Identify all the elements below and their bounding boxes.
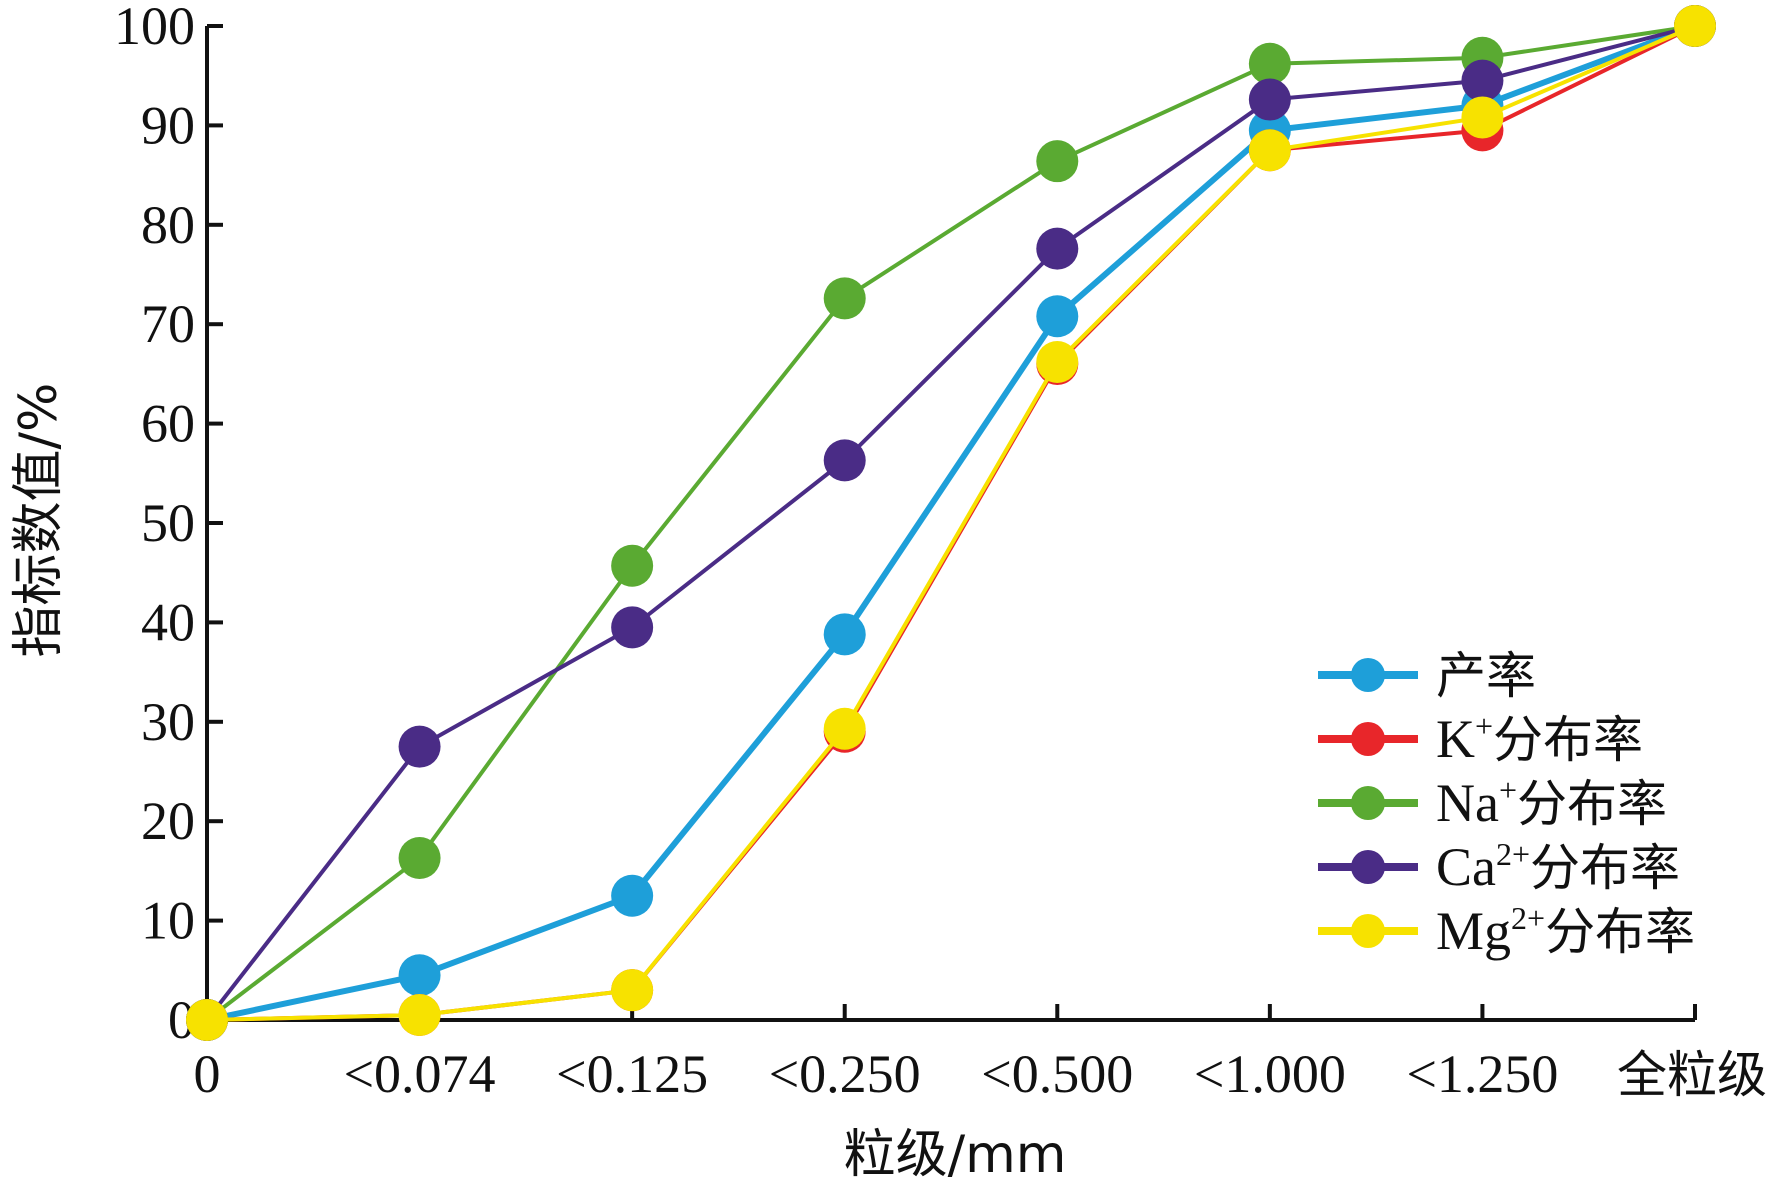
- y-tick-label: 80: [141, 195, 195, 255]
- data-point: [611, 969, 654, 1012]
- data-point: [1461, 59, 1504, 102]
- legend-label: 产率: [1436, 647, 1536, 705]
- data-point: [823, 277, 866, 320]
- legend-label-part: 2+: [1496, 836, 1530, 872]
- legend-label-part: K: [1436, 709, 1475, 769]
- series-layer: [186, 5, 1716, 1041]
- legend-swatch-marker: [1351, 658, 1385, 692]
- legend-label: K+分布率: [1436, 708, 1643, 769]
- data-point: [1248, 78, 1291, 121]
- legend-swatch-marker: [1351, 850, 1385, 884]
- series-line: [206, 23, 1697, 1023]
- data-point: [186, 999, 228, 1041]
- data-point: [823, 613, 866, 656]
- data-point: [398, 954, 441, 997]
- data-point: [823, 707, 866, 750]
- x-tick-label: <0.250: [769, 1044, 921, 1104]
- x-tick-label: 0: [194, 1044, 221, 1104]
- x-tick-label: 全粒级: [1617, 1046, 1767, 1104]
- x-axis-title: 粒级/mm: [844, 1125, 1067, 1181]
- legend-label: Ca2+分布率: [1436, 836, 1680, 897]
- legend-label-part: 分布率: [1493, 711, 1643, 769]
- legend-label-part: 分布率: [1530, 839, 1680, 897]
- data-point: [611, 874, 654, 917]
- x-tick-label: <0.125: [556, 1044, 708, 1104]
- y-tick-label: 30: [141, 692, 195, 752]
- legend-label-part: Mg: [1436, 901, 1511, 961]
- x-ticks: 0 <0.074 <0.125 <0.250 <0.500 <1.000 <1.250 全粒级: [194, 1004, 1767, 1104]
- x-tick-label: <1.250: [1406, 1044, 1558, 1104]
- data-point: [1036, 227, 1079, 270]
- legend-item: 产率: [1318, 647, 1536, 705]
- data-point: [1248, 129, 1291, 172]
- series-line: [205, 24, 1696, 1022]
- legend-label-part: +: [1475, 708, 1493, 744]
- data-point: [398, 994, 441, 1037]
- legend-item: Mg2+分布率: [1318, 900, 1695, 961]
- legend-swatch-marker: [1351, 786, 1385, 820]
- data-point: [823, 439, 866, 482]
- y-tick-label: 10: [141, 891, 195, 951]
- data-point: [1674, 5, 1716, 47]
- legend-label-part: 2+: [1511, 900, 1545, 936]
- x-tick-label: <0.500: [981, 1044, 1133, 1104]
- x-tick-label: <1.000: [1194, 1044, 1346, 1104]
- legend-label-part: 分布率: [1545, 903, 1695, 961]
- data-point: [1036, 340, 1079, 383]
- legend-label: Na+分布率: [1436, 772, 1667, 833]
- series-line: [206, 24, 1696, 1022]
- legend-item: K+分布率: [1318, 708, 1643, 769]
- legend-label: Mg2+分布率: [1436, 900, 1695, 961]
- legend-swatch-marker: [1351, 914, 1385, 948]
- legend-swatch-marker: [1351, 722, 1385, 756]
- legend-item: Na+分布率: [1318, 772, 1667, 833]
- y-tick-label: 90: [141, 95, 195, 155]
- data-point: [611, 544, 654, 587]
- data-point: [1248, 42, 1291, 85]
- legend-label-part: Na: [1436, 773, 1499, 833]
- series-line: [205, 24, 1696, 1022]
- y-axis-title: 指标数值/%: [9, 383, 69, 658]
- y-tick-label: 50: [141, 493, 195, 553]
- x-tick-label: <0.074: [344, 1044, 496, 1104]
- data-point: [398, 836, 441, 879]
- data-point: [398, 725, 441, 768]
- y-tick-label: 40: [141, 592, 195, 652]
- data-point: [1036, 295, 1079, 338]
- legend-label-part: 产率: [1436, 647, 1536, 705]
- data-point: [611, 606, 654, 649]
- y-tick-label: 60: [141, 394, 195, 454]
- legend-label-part: 分布率: [1517, 775, 1667, 833]
- y-tick-label: 20: [141, 791, 195, 851]
- data-point: [1461, 96, 1504, 139]
- legend-item: Ca2+分布率: [1318, 836, 1680, 897]
- y-tick-label: 100: [114, 0, 195, 56]
- data-point: [1036, 140, 1079, 183]
- y-tick-label: 70: [141, 294, 195, 354]
- legend-label-part: Ca: [1436, 837, 1496, 897]
- legend-label-part: +: [1499, 772, 1517, 808]
- series-4: [186, 5, 1716, 1041]
